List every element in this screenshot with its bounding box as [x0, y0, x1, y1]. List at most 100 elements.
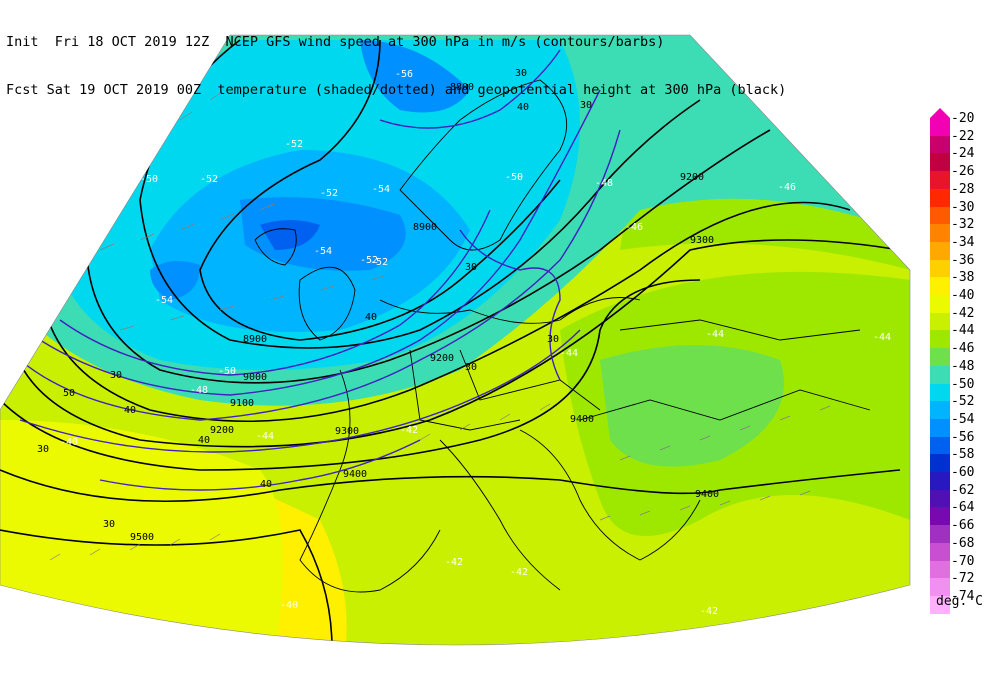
- colorbar-label: -66: [951, 518, 975, 534]
- colorbar-swatch: [930, 560, 950, 579]
- colorbar-swatch: [930, 348, 950, 367]
- colorbar-label: -70: [951, 553, 975, 569]
- temperature-label: -40: [280, 600, 298, 611]
- colorbar-swatch: [930, 206, 950, 225]
- colorbar-arrow: [930, 108, 950, 118]
- temperature-label: -44: [706, 329, 724, 340]
- height-label: 9000: [243, 372, 267, 383]
- colorbar-swatch: [930, 118, 950, 136]
- wind-label: 30: [465, 262, 477, 273]
- colorbar-label: -44: [951, 323, 975, 339]
- temperature-label: -48: [190, 385, 208, 396]
- wind-label: 30: [547, 334, 559, 345]
- height-label: 9300: [690, 235, 714, 246]
- colorbar-label: -42: [951, 305, 975, 321]
- colorbar-label: -68: [951, 535, 975, 551]
- colorbar-label: -62: [951, 482, 975, 498]
- temperature-label: -44: [560, 348, 578, 359]
- colorbar-swatch: [930, 330, 950, 349]
- temperature-label: -52: [320, 188, 338, 199]
- colorbar-swatch: [930, 472, 950, 490]
- colorbar-swatch: [930, 436, 950, 455]
- temperature-label: -56: [395, 69, 413, 80]
- colorbar-label: -26: [951, 164, 975, 180]
- temperature-label: -42: [445, 557, 463, 568]
- wind-label: 40: [365, 312, 377, 323]
- temperature-labels: -50 -52 -52 -54 -52 -56 -54 -52 -50 -48 …: [60, 69, 891, 617]
- wind-contours: [19, 49, 621, 491]
- init-time: Fri 18 OCT 2019 12Z: [54, 34, 210, 50]
- temperature-label: -52: [200, 174, 218, 185]
- geopotential-contours: [0, 39, 901, 645]
- colorbar-label: -28: [951, 181, 975, 197]
- init-line: Init Fri 18 OCT 2019 12Z NCEP GFS wind s…: [6, 34, 786, 50]
- temperature-label: -52: [285, 139, 303, 150]
- colorbar-swatch: [930, 525, 950, 544]
- temperature-label: -42: [510, 567, 528, 578]
- height-label: 8900: [243, 334, 267, 345]
- temperature-label: -52: [370, 257, 388, 268]
- colorbar-unit: deg. C: [936, 594, 983, 609]
- colorbar-swatch: [930, 365, 950, 384]
- colorbar-label: -52: [951, 394, 975, 410]
- temperature-label: -54: [155, 295, 173, 306]
- title-line-1: NCEP GFS wind speed at 300 hPa in m/s (c…: [225, 34, 665, 50]
- temperature-label: -46: [778, 182, 796, 193]
- fcst-time: Sat 19 OCT 2019 00Z: [46, 82, 202, 98]
- colorbar-swatch: [930, 489, 950, 508]
- colorbar-swatch: [930, 241, 950, 260]
- height-label: 9300: [335, 426, 359, 437]
- colorbar-label: -74: [951, 588, 975, 604]
- temperature-label: -46: [625, 222, 643, 233]
- colorbar-swatch: [930, 171, 950, 190]
- colorbar-swatch: [930, 595, 950, 614]
- coastlines: [254, 79, 871, 593]
- temperature-label: -42: [700, 606, 718, 617]
- colorbar-label: -50: [951, 376, 975, 392]
- colorbar-label: -30: [951, 199, 975, 215]
- wind-label: 40: [124, 405, 136, 416]
- colorbar-label: -34: [951, 234, 975, 250]
- title-line-2: temperature (shaded/dotted) and geopoten…: [217, 82, 787, 98]
- colorbar-label: -40: [951, 288, 975, 303]
- colorbar-label: -38: [951, 270, 975, 286]
- colorbar-label: -56: [951, 429, 975, 445]
- height-labels: 8800 8900 8900 9000 9100 9200 9200 9200 …: [130, 82, 719, 543]
- colorbar-swatch: [930, 383, 950, 402]
- wind-label: 30: [580, 100, 592, 111]
- height-label: 8900: [413, 222, 437, 233]
- wind-label: 30: [110, 370, 122, 381]
- colorbar-label: -36: [951, 252, 975, 268]
- colorbar-swatch: [930, 401, 950, 420]
- height-label: 9200: [210, 425, 234, 436]
- height-label: 9400: [343, 469, 367, 480]
- colorbar-swatch: [930, 224, 950, 243]
- temperature-label: -50: [505, 172, 523, 183]
- colorbar-label: -20: [951, 111, 975, 126]
- colorbar-label: -58: [951, 447, 975, 463]
- height-label: 9400: [695, 489, 719, 500]
- temperature-label: -50: [218, 366, 236, 377]
- temperature-label: -54: [314, 246, 332, 257]
- wind-label: 30: [103, 519, 115, 530]
- height-label: 9200: [680, 172, 704, 183]
- height-label: 9500: [130, 532, 154, 543]
- wind-labels: 30 30 30 40 40 40 50 30 40 30 30 30 40 3…: [37, 68, 592, 530]
- colorbar-swatch: [930, 454, 950, 473]
- wind-label: 30: [465, 362, 477, 373]
- temperature-label: -40: [60, 437, 78, 448]
- colorbar-label: -46: [951, 341, 975, 357]
- wind-label: 40: [517, 102, 529, 113]
- map-header: Init Fri 18 OCT 2019 12Z NCEP GFS wind s…: [6, 2, 786, 114]
- colorbar-swatch: [930, 188, 950, 207]
- wind-label: 30: [515, 68, 527, 79]
- colorbar-swatch: [930, 578, 950, 597]
- colorbar-swatch: [930, 135, 950, 154]
- temperature-label: -44: [873, 332, 891, 343]
- colorbar-swatch: [930, 277, 950, 296]
- colorbar-label: -54: [951, 411, 975, 427]
- colorbar-label: -48: [951, 358, 975, 374]
- colorbar-swatch: [930, 507, 950, 526]
- colorbar-swatch: [930, 295, 950, 313]
